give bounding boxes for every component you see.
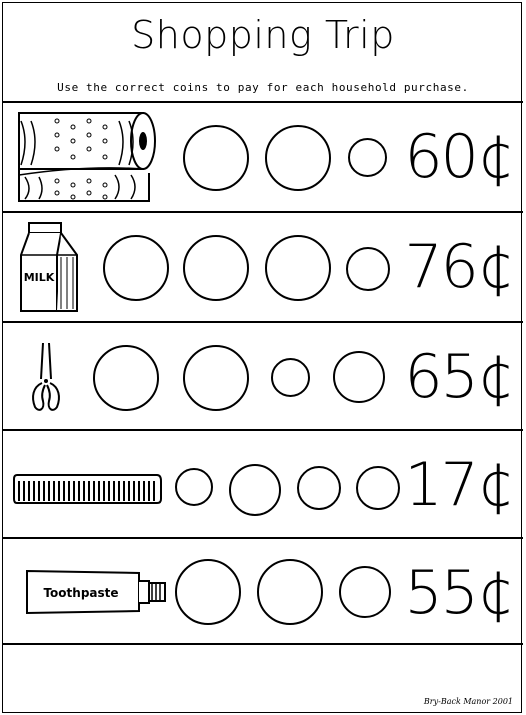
price-label: 76¢ — [404, 232, 515, 302]
milk-carton-icon: MILK — [20, 222, 78, 312]
coin-circle-penny[interactable] — [346, 247, 390, 291]
footer-credit: Bry-Back Manor 2001 — [423, 697, 513, 706]
coin-circle-dime[interactable] — [271, 358, 310, 397]
scissors-icon — [32, 342, 60, 411]
coin-circle-quarter[interactable] — [265, 125, 331, 191]
coin-circle-quarter[interactable] — [103, 235, 169, 301]
coin-circle-dime[interactable] — [348, 138, 387, 177]
price-label: 17¢ — [404, 450, 515, 520]
coin-circle-quarter[interactable] — [183, 125, 249, 191]
coin-circle-quarter[interactable] — [93, 345, 159, 411]
coin-circle-quarter[interactable] — [175, 559, 241, 625]
instructions: Use the correct coins to pay for each ho… — [57, 81, 469, 94]
coin-circle-penny[interactable] — [356, 466, 400, 510]
coin-circle-quarter[interactable] — [265, 235, 331, 301]
toothpaste-tube-label: Toothpaste — [43, 586, 118, 600]
price-label: 55¢ — [404, 558, 515, 628]
price-label: 60¢ — [404, 122, 515, 192]
coin-circle-quarter[interactable] — [183, 235, 249, 301]
comb-icon — [13, 474, 162, 504]
item-row-scissors: 65¢ — [3, 321, 523, 429]
coin-circle-nickel[interactable] — [333, 351, 385, 403]
milk-carton-label: MILK — [24, 271, 55, 284]
item-row-milk: MILK 76¢ — [3, 211, 523, 321]
paper-towel-icon — [18, 112, 156, 202]
coin-circle-nickel[interactable] — [339, 566, 391, 618]
coin-circle-penny[interactable] — [297, 466, 341, 510]
coin-circle-nickel[interactable] — [229, 464, 281, 516]
coin-circle-dime[interactable] — [175, 468, 213, 506]
page-title: Shopping Trip — [131, 13, 395, 57]
item-row-comb: 17¢ — [3, 429, 523, 537]
coin-circle-quarter[interactable] — [183, 345, 249, 411]
item-row-toothpaste: Toothpaste 55¢ — [3, 537, 523, 643]
price-label: 65¢ — [404, 342, 515, 412]
item-row-paper-towels: 60¢ — [3, 101, 523, 211]
coin-circle-quarter[interactable] — [257, 559, 323, 625]
toothpaste-icon: Toothpaste — [26, 569, 166, 615]
bottom-divider — [3, 643, 523, 645]
